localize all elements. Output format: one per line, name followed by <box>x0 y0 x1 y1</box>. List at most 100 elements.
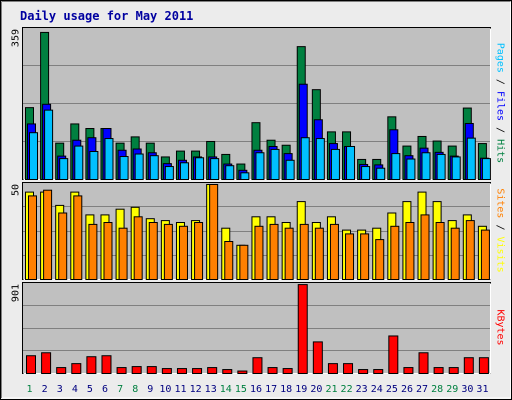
hits-files-pages-day-4 <box>70 123 84 181</box>
visits-sites-day-29 <box>447 220 460 281</box>
x-tick-label: 29 <box>446 384 458 395</box>
panel-1-max-label: 359 <box>11 29 22 47</box>
hits-files-pages-day-6 <box>100 128 114 180</box>
sites-bar <box>465 220 475 281</box>
hits-files-pages-day-21 <box>326 131 340 181</box>
pages-bar <box>89 151 99 180</box>
visits-sites-day-26 <box>402 201 415 281</box>
sites-bar <box>360 233 370 280</box>
sites-bar <box>345 233 355 280</box>
x-tick-label: 25 <box>386 384 398 395</box>
x-tick-label: 2 <box>42 384 48 395</box>
sites-bar <box>269 223 279 280</box>
x-tick-label: 13 <box>205 384 217 395</box>
hits-files-pages-day-27 <box>417 135 431 181</box>
chart-title: Daily usage for May 2011 <box>20 9 193 23</box>
kbytes-bar-day-9 <box>146 366 157 374</box>
kbytes-bar-day-4 <box>71 363 82 375</box>
pages-bar <box>149 155 159 180</box>
visits-sites-day-2 <box>40 189 53 281</box>
pages-bar <box>225 165 235 181</box>
visits-sites-day-17 <box>266 216 279 281</box>
kbytes-bar-day-24 <box>373 369 384 374</box>
kbytes-bar-day-16 <box>252 357 263 375</box>
sites-bar <box>314 227 324 280</box>
kbytes-bar-day-18 <box>282 368 293 374</box>
sites-bar <box>58 212 68 280</box>
kbytes-bar-day-27 <box>418 352 429 374</box>
sites-bar <box>480 229 490 281</box>
hits-files-pages-day-26 <box>402 145 416 181</box>
pages-bar <box>361 166 371 180</box>
x-tick-label: 30 <box>461 384 473 395</box>
hits-files-pages-day-7 <box>115 142 129 181</box>
pages-bar <box>59 158 69 181</box>
x-tick-label: 1 <box>27 384 33 395</box>
pages-bar <box>300 137 310 180</box>
visits-sites-day-10 <box>160 220 173 281</box>
kbytes-bar-day-7 <box>116 367 127 374</box>
pages-bar <box>210 158 220 181</box>
kbytes-bar-day-8 <box>131 366 142 374</box>
hits-files-pages-day-24 <box>372 158 386 180</box>
x-tick-label: 11 <box>174 384 186 395</box>
kbytes-bar-day-22 <box>343 363 354 375</box>
kbytes-bar-day-10 <box>161 368 172 374</box>
x-tick-label: 3 <box>57 384 63 395</box>
hits-files-pages-day-23 <box>357 158 371 181</box>
x-tick-label: 12 <box>190 384 202 395</box>
hits-files-pages-day-9 <box>145 142 159 181</box>
kbytes-bar-day-21 <box>327 363 338 375</box>
visits-sites-day-3 <box>55 204 68 280</box>
x-tick-label: 20 <box>310 384 322 395</box>
hits-files-pages-day-20 <box>311 89 325 180</box>
kbytes-bar-day-14 <box>222 369 233 374</box>
hits-files-pages-day-31 <box>477 143 491 181</box>
sites-bar <box>375 239 385 281</box>
x-tick-label: 15 <box>235 384 247 395</box>
x-tick-label: 28 <box>431 384 443 395</box>
sites-bar <box>103 222 113 280</box>
x-tick-label: 19 <box>295 384 307 395</box>
pages-bar <box>179 162 189 181</box>
kbytes-bar-day-6 <box>101 355 112 375</box>
visits-sites-day-14 <box>221 227 234 280</box>
visits-sites-day-13 <box>206 184 219 280</box>
sites-bar <box>118 227 128 280</box>
kbytes-bar-day-28 <box>433 367 444 374</box>
hits-files-pages-day-3 <box>55 142 69 181</box>
pages-bar <box>421 152 431 180</box>
pages-bar <box>240 172 250 180</box>
legend-visits-sites: Sites / Visits <box>495 188 506 272</box>
kbytes-bar-day-20 <box>312 341 323 375</box>
pages-bar <box>164 166 174 180</box>
visits-sites-day-21 <box>326 216 339 281</box>
hits-files-pages-day-1 <box>25 107 38 180</box>
pages-bar <box>436 153 446 180</box>
pages-bar <box>376 167 386 180</box>
hits-files-pages-day-28 <box>432 140 446 181</box>
visits-sites-day-22 <box>342 229 355 281</box>
hits-files-pages-day-25 <box>387 116 401 181</box>
pages-bar <box>74 145 84 181</box>
visits-sites-day-4 <box>70 191 83 281</box>
visits-sites-day-15 <box>236 244 249 281</box>
pages-bar <box>44 109 54 180</box>
visits-sites-day-16 <box>251 216 264 281</box>
pages-bar <box>330 148 340 180</box>
hits-files-pages-day-8 <box>130 136 144 181</box>
pages-bar <box>346 145 356 180</box>
x-tick-label: 31 <box>476 384 488 395</box>
x-tick-label: 4 <box>72 384 78 395</box>
pages-bar <box>451 156 461 181</box>
x-tick-label: 22 <box>341 384 353 395</box>
visits-sites-day-9 <box>145 218 158 280</box>
hits-files-pages-day-10 <box>160 156 174 181</box>
x-tick-label: 21 <box>325 384 337 395</box>
sites-bar <box>420 214 430 280</box>
kbytes-bar-day-5 <box>86 356 97 375</box>
pages-bar <box>391 153 401 181</box>
sites-bar <box>194 222 204 280</box>
sites-bar <box>43 189 53 280</box>
hits-files-pages-day-22 <box>342 131 356 181</box>
